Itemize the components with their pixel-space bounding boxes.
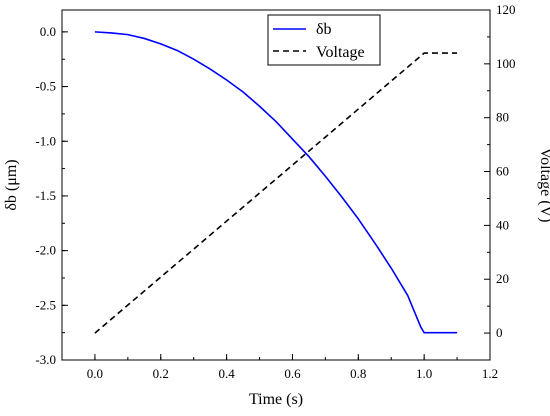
left-y-tick-label: 0.0	[40, 24, 56, 39]
x-tick-label: 0.2	[153, 366, 169, 381]
series-line-voltage	[94, 52, 458, 334]
legend-label-db: δb	[316, 21, 332, 38]
x-tick-label: 0.4	[218, 366, 235, 381]
left-y-tick-label: -2.0	[35, 243, 56, 258]
left-y-axis-title: δb (μm)	[3, 159, 20, 210]
x-tick-label: 0.8	[350, 366, 366, 381]
right-y-tick-label: 120	[496, 2, 516, 17]
plot-frame	[61, 9, 491, 361]
x-axis-title: Time (s)	[249, 391, 303, 408]
right-y-tick-label: 100	[496, 56, 516, 71]
left-y-tick-label: -1.0	[35, 133, 56, 148]
series-group	[94, 31, 458, 334]
right-y-tick-label: 60	[496, 164, 509, 179]
legend-box	[267, 14, 381, 66]
right-y-tick-label: 0	[496, 325, 503, 340]
right-y-axis-ticks: 0 20 40 60 80 100 120	[484, 2, 516, 340]
right-y-axis-title: Voltage (V)	[537, 148, 550, 223]
left-y-tick-label: -0.5	[35, 79, 56, 94]
right-y-tick-label: 20	[496, 271, 509, 286]
x-tick-label: 1.0	[416, 366, 432, 381]
right-y-tick-label: 80	[496, 110, 509, 125]
left-y-axis-ticks: 0.0 -0.5 -1.0 -1.5 -2.0 -2.5 -3.0	[35, 24, 68, 367]
series-line-db	[94, 31, 458, 334]
left-y-tick-label: -2.5	[35, 297, 56, 312]
x-tick-label: 0.6	[284, 366, 301, 381]
legend: δb Voltage	[267, 14, 381, 66]
right-y-tick-label: 40	[496, 217, 509, 232]
x-axis-ticks: 0.0 0.2 0.4 0.6 0.8 1.0 1.2	[61, 354, 498, 381]
left-y-tick-label: -3.0	[35, 352, 56, 367]
left-y-tick-label: -1.5	[35, 188, 56, 203]
x-tick-label: 1.2	[482, 366, 498, 381]
x-tick-label: 0.0	[87, 366, 103, 381]
legend-label-voltage: Voltage	[316, 44, 365, 61]
